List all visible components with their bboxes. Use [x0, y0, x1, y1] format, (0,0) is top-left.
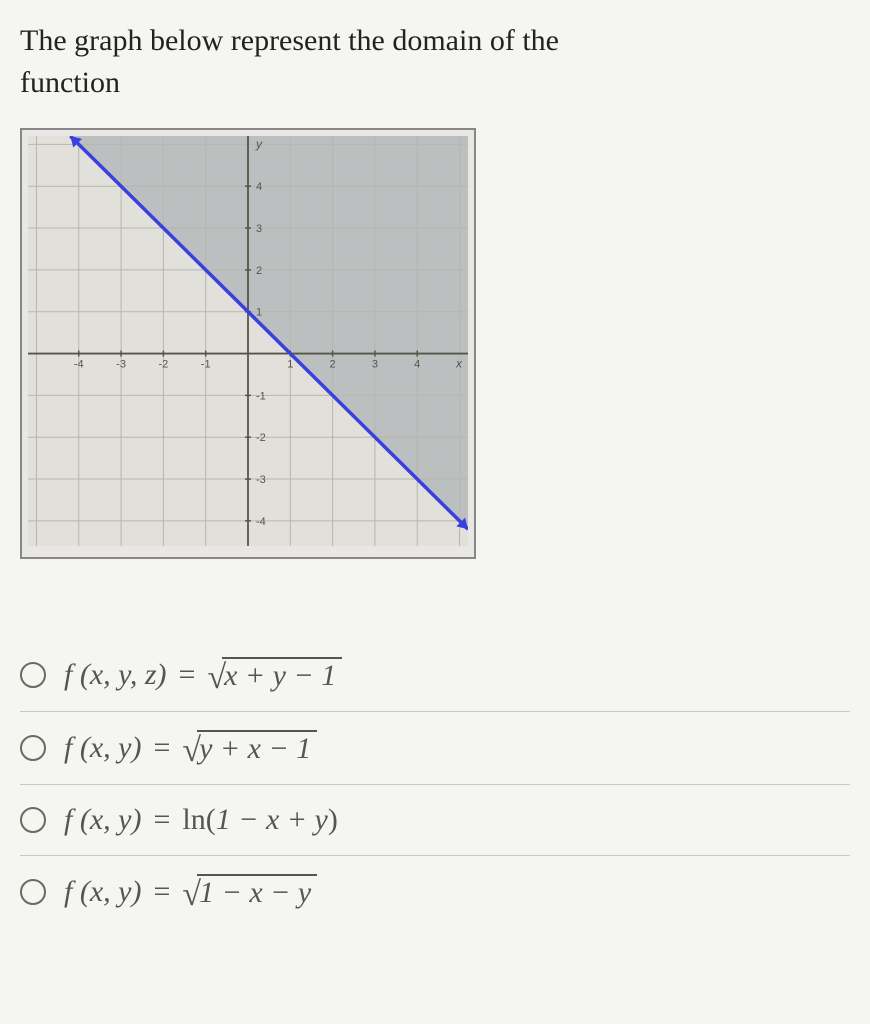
- svg-text:x: x: [455, 357, 463, 371]
- sqrt-expression: √x + y − 1: [207, 657, 342, 693]
- radicand: 1 − x − y: [197, 874, 317, 910]
- equals-sign: =: [153, 875, 170, 909]
- svg-text:3: 3: [256, 223, 262, 235]
- equals-sign: =: [153, 731, 170, 765]
- svg-text:3: 3: [372, 359, 378, 371]
- option-formula-0: f (x, y, z) = √x + y − 1: [64, 657, 342, 693]
- formula-lhs: f (x, y): [64, 731, 141, 765]
- radio-icon[interactable]: [20, 735, 46, 761]
- svg-text:-2: -2: [158, 359, 168, 371]
- svg-text:1: 1: [256, 307, 262, 319]
- svg-text:y: y: [255, 137, 263, 151]
- svg-text:-1: -1: [256, 390, 266, 402]
- option-2[interactable]: f (x, y) = ln(1 − x + y): [20, 785, 850, 856]
- sqrt-expression: √1 − x − y: [182, 874, 317, 910]
- svg-text:4: 4: [414, 359, 420, 371]
- svg-text:-3: -3: [256, 474, 266, 486]
- svg-text:-2: -2: [256, 432, 266, 444]
- question-text: The graph below represent the domain of …: [20, 20, 850, 104]
- formula-lhs: f (x, y, z): [64, 658, 167, 692]
- option-formula-1: f (x, y) = √y + x − 1: [64, 730, 317, 766]
- radical-icon: √: [182, 734, 201, 770]
- option-1[interactable]: f (x, y) = √y + x − 1: [20, 712, 850, 785]
- equals-sign: =: [179, 658, 196, 692]
- svg-text:-4: -4: [256, 516, 266, 528]
- option-formula-2: f (x, y) = ln(1 − x + y): [64, 803, 338, 837]
- options-list: f (x, y, z)=√x + y − 1f (x, y)=√y + x − …: [20, 639, 850, 928]
- svg-text:1: 1: [287, 359, 293, 371]
- option-0[interactable]: f (x, y, z) = √x + y − 1: [20, 639, 850, 712]
- svg-text:-3: -3: [116, 359, 126, 371]
- svg-text:4: 4: [256, 181, 262, 193]
- radicand: y + x − 1: [197, 730, 317, 766]
- ln-expression: ln(1 − x + y): [182, 803, 337, 837]
- radio-icon[interactable]: [20, 879, 46, 905]
- equals-sign: =: [153, 803, 170, 837]
- question-line1: The graph below represent the domain of …: [20, 24, 559, 57]
- radio-icon[interactable]: [20, 807, 46, 833]
- sqrt-expression: √y + x − 1: [182, 730, 317, 766]
- radical-icon: √: [182, 878, 201, 914]
- radio-icon[interactable]: [20, 662, 46, 688]
- svg-text:2: 2: [256, 265, 262, 277]
- radical-icon: √: [207, 661, 226, 697]
- formula-lhs: f (x, y): [64, 875, 141, 909]
- svg-text:-4: -4: [74, 359, 84, 371]
- question-line2: function: [20, 66, 120, 99]
- svg-text:-1: -1: [201, 359, 211, 371]
- svg-text:2: 2: [330, 359, 336, 371]
- option-3[interactable]: f (x, y) = √1 − x − y: [20, 856, 850, 928]
- radicand: x + y − 1: [222, 657, 342, 693]
- domain-graph: -4 -3 -2 -1 1 2 3 4 -4 -3 -2 -1 1 2 3 4 y x: [28, 136, 468, 546]
- graph-container: -4 -3 -2 -1 1 2 3 4 -4 -3 -2 -1 1 2 3 4 y x: [20, 128, 476, 559]
- option-formula-3: f (x, y) = √1 − x − y: [64, 874, 317, 910]
- formula-lhs: f (x, y): [64, 803, 141, 837]
